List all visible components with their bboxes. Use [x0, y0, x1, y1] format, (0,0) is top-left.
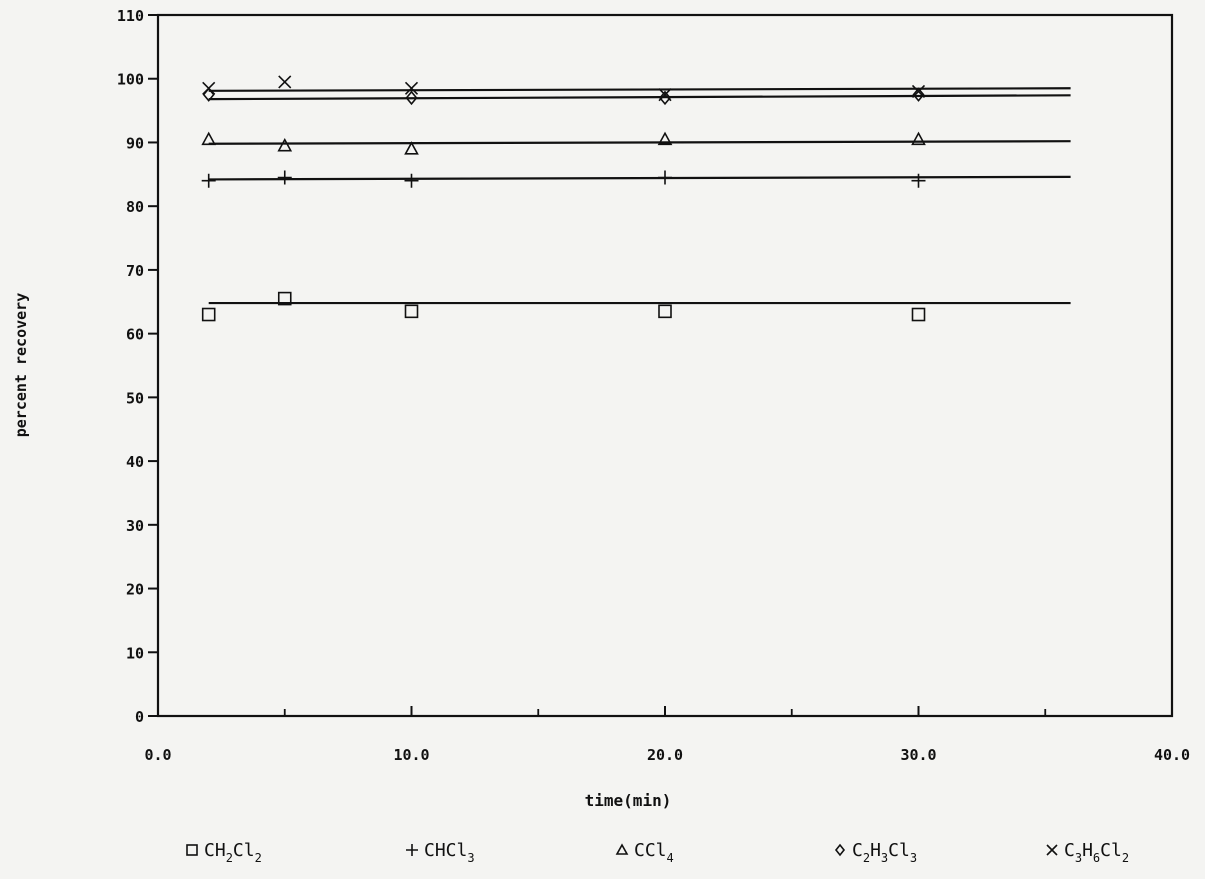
fit-line-CCl4: [208, 140, 1071, 145]
legend-label-C3H6Cl2: C3​H6​Cl2​: [1064, 840, 1129, 865]
y-tick-label: 10: [126, 644, 144, 662]
x-tick-label: 20.0: [647, 746, 683, 764]
y-tick-label: 60: [126, 326, 144, 344]
point-CCl4-30: [911, 131, 926, 146]
point-CH2Cl2-30: [911, 307, 926, 322]
point-CCl4-10: [404, 141, 419, 155]
fit-line-CHCl3: [208, 175, 1071, 181]
point-CHCl3-10: [404, 173, 419, 188]
point-CHCl3-2: [201, 173, 216, 188]
legend-marker-CHCl3: [406, 844, 418, 856]
point-CH2Cl2-20: [658, 304, 672, 319]
x-tick-label: 30.0: [900, 746, 936, 764]
plot-frame: [156, 13, 1174, 718]
point-C2H3Cl3-20: [658, 90, 672, 106]
legend-label-CH2Cl2: CH2​Cl2​: [204, 840, 262, 865]
point-CHCl3-20: [658, 170, 672, 185]
point-C2H3Cl3-30: [912, 87, 925, 102]
legend-marker-C2H3Cl3: [834, 843, 846, 857]
y-tick-label: 70: [126, 262, 144, 280]
x-axis-label: time(min): [585, 791, 672, 810]
point-C3H6Cl2-10: [404, 81, 419, 95]
legend-marker-CCl4: [615, 843, 629, 855]
point-CHCl3-5: [277, 170, 292, 185]
x-tick-label: 0.0: [144, 746, 171, 764]
point-C3H6Cl2-5: [278, 75, 292, 89]
y-tick-label: 30: [126, 517, 144, 535]
y-tick-label: 0: [135, 708, 144, 726]
point-C3H6Cl2-30: [911, 84, 926, 99]
point-CH2Cl2-2: [201, 307, 216, 322]
point-CCl4-2: [201, 131, 217, 146]
fit-line-C3H6Cl2: [208, 87, 1071, 92]
legend-label-CCl4: CCl4​: [634, 840, 674, 865]
y-tick-label: 40: [126, 453, 144, 471]
fit-line-C2H3Cl3: [208, 94, 1071, 101]
point-C3H6Cl2-20: [658, 88, 672, 102]
data-points: [201, 75, 926, 322]
point-C2H3Cl3-10: [405, 90, 418, 106]
point-CCl4-5: [277, 137, 293, 152]
legend-label-C2H3Cl3: C2​H3​Cl3​: [852, 840, 917, 865]
point-C3H6Cl2-2: [202, 81, 216, 95]
y-axis-label: percent recovery: [12, 293, 30, 438]
point-CHCl3-30: [911, 173, 926, 188]
legend: CH2​Cl2​ CHCl3​ CCl4​ C2​H3​Cl3​ C3​H6​Cl2​: [186, 840, 1129, 865]
y-tick-label: 90: [126, 134, 144, 152]
legend-label-CHCl3: CHCl3​: [424, 840, 475, 865]
y-tick-label: 20: [126, 581, 144, 599]
point-CCl4-20: [657, 131, 673, 146]
y-tick-label: 110: [117, 7, 144, 25]
legend-marker-CH2Cl2: [186, 844, 198, 856]
y-tick-label: 80: [126, 198, 144, 216]
x-tick-label: 10.0: [393, 746, 429, 764]
point-CH2Cl2-10: [404, 304, 419, 319]
axis-ticks: 0 10 20 30 40 50 60 70 80 90 100 110 0.0 10.0 20.0 30.0…: [117, 7, 1190, 764]
point-CH2Cl2-5: [277, 291, 292, 306]
y-tick-label: 100: [117, 71, 144, 89]
y-tick-label: 50: [126, 389, 144, 407]
fit-lines: [208, 87, 1071, 305]
legend-marker-C3H6Cl2: [1046, 844, 1058, 856]
x-tick-label: 40.0: [1154, 746, 1190, 764]
